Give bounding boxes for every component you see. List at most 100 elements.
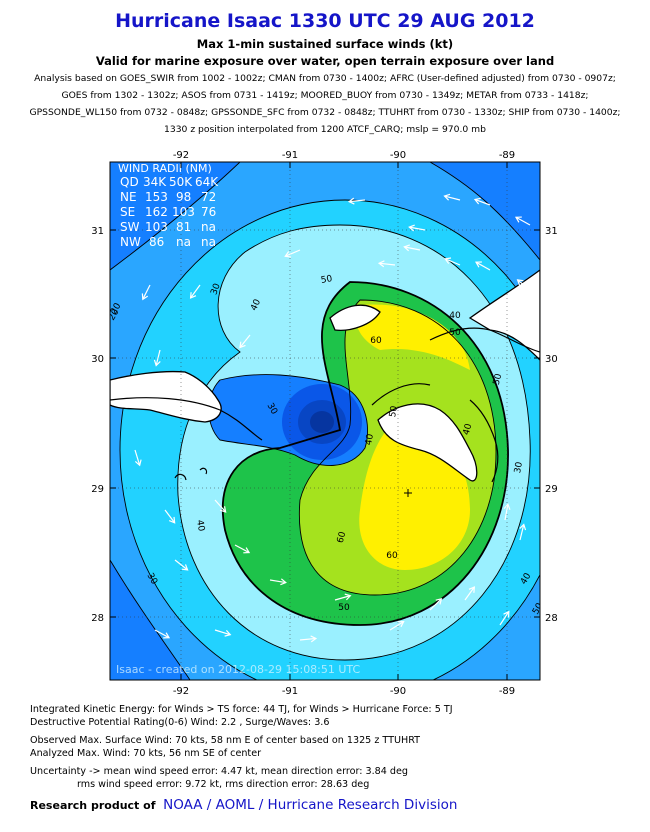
map-watermark: Isaac - created on 2012-08-29 15:08:51 U… bbox=[116, 663, 361, 676]
wind-vector-arrowhead bbox=[344, 593, 352, 601]
contour-label: 50 bbox=[492, 372, 505, 386]
wind-radii-value: 72 bbox=[201, 190, 216, 204]
wind-radii-value: na bbox=[201, 220, 216, 234]
wind-vector-arrow bbox=[214, 629, 231, 636]
wind-vector-arrow bbox=[519, 524, 525, 541]
wind-vector-arrowhead bbox=[219, 506, 227, 513]
wind-vector-arrow bbox=[299, 637, 316, 641]
wind-radii-value: na bbox=[176, 235, 191, 249]
source-line: 1330 z position interpolated from 1200 A… bbox=[164, 124, 486, 135]
wind-vector-arrow bbox=[504, 504, 509, 521]
wind-vector-arrow bbox=[517, 279, 531, 291]
wind-radii-row-label: NE bbox=[120, 190, 137, 204]
wind-vector-arrow bbox=[475, 261, 491, 271]
wind-vector-arrow bbox=[334, 595, 351, 601]
wind-vector-arrow bbox=[389, 621, 404, 631]
lon-label-bottom: -90 bbox=[390, 686, 406, 697]
wind-radii-row-label: NW bbox=[120, 235, 141, 249]
observed-max-wind-text: Observed Max. Surface Wind: 70 kts, 58 n… bbox=[30, 735, 421, 746]
wind-vector-arrow bbox=[444, 258, 461, 266]
wind-vector-arrow bbox=[409, 226, 426, 231]
wind-vector-arrow bbox=[155, 349, 161, 366]
wind-vector-arrowhead bbox=[181, 564, 189, 571]
wind-vector-arrow bbox=[379, 262, 396, 266]
wind-radii-value: 153 bbox=[145, 190, 168, 204]
wind-vector-arrow bbox=[429, 598, 442, 611]
analyzed-max-wind-text: Analyzed Max. Wind: 70 kts, 56 nm SE of … bbox=[30, 748, 262, 759]
wind-vector-arrowhead bbox=[284, 251, 292, 258]
contour-labels: 2030405060304050605040302050403040506040… bbox=[110, 274, 540, 616]
lat-label-left: 29 bbox=[91, 484, 104, 495]
wind-radii-value: 103 bbox=[145, 220, 168, 234]
wind-radii-value: 86 bbox=[149, 235, 164, 249]
contour-label: 30 bbox=[209, 282, 222, 296]
wind-vector-arrow bbox=[464, 586, 475, 601]
ike-text: Integrated Kinetic Energy: for Winds > T… bbox=[30, 704, 453, 715]
source-line: GPSSONDE_WL150 from 0732 - 0848z; GPSSON… bbox=[29, 107, 621, 118]
wind-vector-arrowhead bbox=[397, 621, 405, 628]
contour-label: 60 bbox=[336, 530, 349, 544]
wind-vector-arrow bbox=[214, 499, 227, 513]
wind-vector-arrowhead bbox=[403, 244, 411, 252]
wind-vector-arrowhead bbox=[153, 359, 161, 367]
wind-vector-arrow bbox=[269, 579, 286, 584]
wind-radii-header-34k: 34K bbox=[143, 175, 167, 189]
plot-frame bbox=[109, 161, 541, 681]
wind-vector-arrow bbox=[154, 629, 170, 639]
wind-field-map: 2030405060304050605040302050403040506040… bbox=[91, 150, 557, 697]
wind-swath: 2030405060304050605040302050403040506040… bbox=[110, 162, 540, 680]
wind-vector-arrowhead bbox=[514, 216, 522, 223]
contour-label: 60 bbox=[370, 336, 382, 346]
wind-radii-header-50k: 50K bbox=[169, 175, 193, 189]
wind-vector-arrow bbox=[234, 544, 250, 554]
wind-vector-arrow bbox=[239, 334, 251, 348]
credit-prefix: Research product of bbox=[30, 799, 156, 812]
wind-vector-arrow bbox=[190, 284, 201, 299]
lat-label-right: 29 bbox=[545, 484, 558, 495]
axis-tick-labels: -92 -91 -90 -89 -92 -91 -90 -89 31 30 29… bbox=[91, 150, 557, 697]
wind-vector-arrowhead bbox=[503, 503, 511, 510]
lat-label-right: 28 bbox=[545, 613, 558, 624]
wind-vector-arrow bbox=[285, 249, 301, 257]
contour-label: 40 bbox=[364, 433, 376, 446]
noaa-aoml-link[interactable]: NOAA / AOML / Hurricane Research Divisio… bbox=[163, 797, 458, 813]
contour-label: 50 bbox=[338, 603, 350, 613]
wind-vector-arrowhead bbox=[280, 578, 287, 586]
land-masses bbox=[110, 269, 540, 482]
lon-label-top: -91 bbox=[282, 150, 298, 161]
wind-vector-arrowhead bbox=[473, 197, 481, 205]
contour-label: 40 bbox=[462, 422, 475, 436]
lon-label-top: -92 bbox=[173, 150, 189, 161]
contour-label: 60 bbox=[386, 551, 398, 561]
wind-vector-arrow bbox=[174, 559, 188, 571]
wind-radii-table: WIND RADII (NM) QD 34K 50K 64K NE 153 98… bbox=[118, 162, 219, 249]
contour-label: 50 bbox=[449, 328, 461, 338]
lat-label-left: 30 bbox=[91, 354, 104, 365]
uncertainty-text: Uncertainty -> mean wind speed error: 4.… bbox=[30, 766, 409, 777]
band-15 bbox=[110, 162, 540, 680]
axis-ticks bbox=[110, 162, 540, 680]
wind-radii-value: 81 bbox=[176, 220, 191, 234]
map-title: Hurricane Isaac 1330 UTC 29 AUG 2012 bbox=[115, 10, 535, 32]
wind-vector-arrow bbox=[444, 195, 461, 201]
lon-label-top: -90 bbox=[390, 150, 406, 161]
lon-label-bottom: -91 bbox=[282, 686, 298, 697]
wind-vector-arrowhead bbox=[503, 610, 510, 618]
wind-vector-arrowhead bbox=[468, 586, 476, 593]
wind-radii-value: na bbox=[201, 235, 216, 249]
wind-vector-arrowhead bbox=[347, 197, 355, 205]
wind-vector-arrowhead bbox=[243, 547, 251, 554]
wind-radii-row-label: SW bbox=[120, 220, 140, 234]
rms-error-text: rms wind speed error: 9.72 kt, rms direc… bbox=[77, 779, 370, 790]
source-line: Analysis based on GOES_SWIR from 1002 - … bbox=[34, 73, 616, 84]
wind-vector-arrowhead bbox=[408, 224, 415, 232]
wind-vector-arrowhead bbox=[224, 629, 232, 637]
contour-label: 40 bbox=[249, 298, 263, 313]
center-marker bbox=[404, 489, 412, 497]
map-subtitle-exposure: Valid for marine exposure over water, op… bbox=[95, 54, 555, 68]
wind-vector-arrowhead bbox=[310, 635, 318, 643]
wind-vector-arrow bbox=[142, 284, 151, 300]
destructive-potential-text: Destructive Potential Rating(0-6) Wind: … bbox=[30, 717, 330, 728]
wind-radii-value: 98 bbox=[176, 190, 191, 204]
wind-vector-arrow bbox=[474, 198, 491, 206]
